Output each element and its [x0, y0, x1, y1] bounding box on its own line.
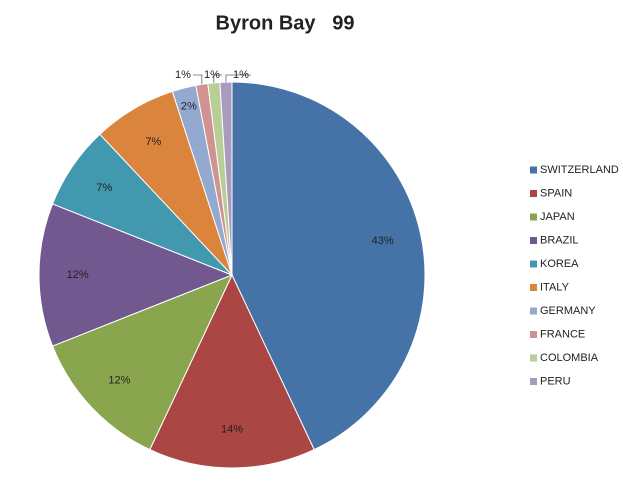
legend-label: COLOMBIA [540, 352, 599, 364]
legend-swatch [530, 354, 537, 362]
pie-slice [149, 273, 315, 469]
data-label: 7% [96, 182, 112, 194]
data-label: 1% [204, 69, 220, 81]
data-label: 1% [233, 69, 249, 81]
leader-line [225, 74, 251, 83]
legend-label: KOREA [540, 258, 579, 270]
legend-swatch [530, 166, 537, 174]
pie-slice [231, 81, 426, 451]
legend-label: PERU [540, 375, 571, 387]
chart-title: Byron Bay 99 [216, 12, 355, 34]
data-label: 43% [372, 235, 394, 247]
legend-swatch [530, 260, 537, 268]
legend-label: SWITZERLAND [540, 164, 619, 176]
pie-slice [51, 274, 233, 451]
legend-swatch [530, 307, 537, 315]
legend-label: SPAIN [540, 187, 572, 199]
data-label: 1% [175, 69, 191, 81]
pie-slice [38, 203, 234, 347]
legend-label: BRAZIL [540, 234, 579, 246]
leader-line [213, 74, 222, 83]
legend-label: FRANCE [540, 328, 585, 340]
legend-swatch [530, 284, 537, 291]
data-label: 12% [108, 375, 130, 387]
data-label: 7% [145, 136, 161, 148]
legend-label: JAPAN [540, 211, 575, 223]
leader-line [193, 74, 203, 85]
data-label: 2% [181, 101, 197, 113]
legend-swatch [530, 331, 537, 338]
legend-swatch [530, 237, 537, 244]
legend-label: GERMANY [540, 305, 596, 317]
data-label: 14% [221, 423, 243, 435]
legend-label: ITALY [540, 281, 570, 293]
legend-swatch [530, 213, 537, 221]
legend-swatch [530, 190, 537, 197]
data-label: 12% [67, 269, 89, 281]
legend-swatch [530, 378, 537, 385]
